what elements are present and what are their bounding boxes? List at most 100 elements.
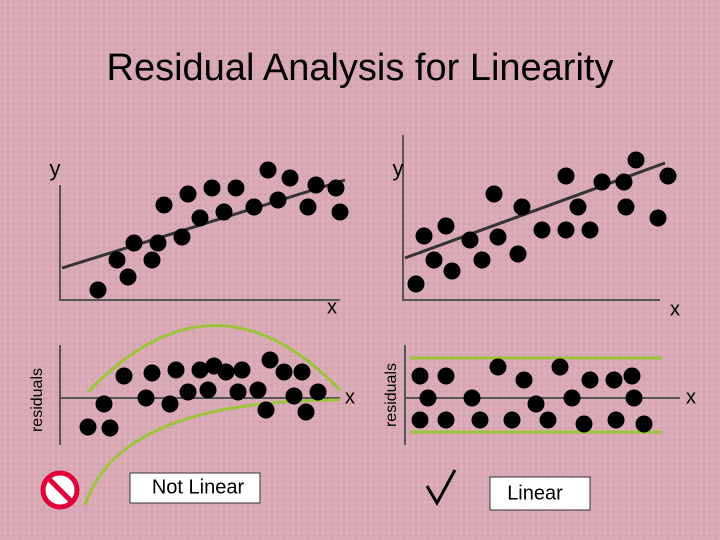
- points: [79, 151, 677, 437]
- point: [557, 167, 575, 185]
- curve-band: [86, 324, 342, 394]
- point: [513, 198, 531, 216]
- point: [155, 196, 173, 214]
- point: [257, 401, 275, 419]
- point: [411, 367, 429, 385]
- point: [527, 395, 545, 413]
- point: [425, 251, 443, 269]
- point: [217, 363, 235, 381]
- point: [411, 411, 429, 429]
- point: [179, 185, 197, 203]
- axis: [59, 185, 340, 301]
- verdict-box: [489, 476, 591, 511]
- point: [119, 268, 137, 286]
- no-icon: [46, 476, 74, 504]
- point: [95, 395, 113, 413]
- point: [551, 358, 569, 376]
- point: [627, 151, 645, 169]
- point: [108, 251, 126, 269]
- point: [569, 198, 587, 216]
- y-label: residuals: [383, 363, 400, 427]
- point: [179, 383, 197, 401]
- point: [229, 383, 247, 401]
- point: [635, 415, 653, 433]
- point: [509, 245, 527, 263]
- point: [275, 363, 293, 381]
- point: [419, 389, 437, 407]
- point: [101, 419, 119, 437]
- point: [245, 198, 263, 216]
- point: [605, 371, 623, 389]
- point: [233, 361, 251, 379]
- point: [89, 281, 107, 299]
- point: [623, 367, 641, 385]
- point: [607, 411, 625, 429]
- axis: [402, 135, 660, 301]
- y-label: y: [393, 156, 404, 181]
- point: [533, 221, 551, 239]
- point: [489, 228, 507, 246]
- point: [307, 176, 325, 194]
- point: [269, 191, 287, 209]
- x-label: x: [327, 296, 337, 318]
- point: [143, 364, 161, 382]
- y-label: residuals: [29, 368, 46, 432]
- point: [331, 203, 349, 221]
- point: [297, 403, 315, 421]
- check-icon: [425, 469, 457, 507]
- point: [581, 221, 599, 239]
- point: [625, 389, 643, 407]
- point: [563, 389, 581, 407]
- point: [515, 371, 533, 389]
- point: [473, 251, 491, 269]
- point: [615, 173, 633, 191]
- point: [309, 383, 327, 401]
- point: [199, 381, 217, 399]
- point: [167, 361, 185, 379]
- verdict-box: [129, 472, 261, 504]
- point: [649, 209, 667, 227]
- point: [259, 161, 277, 179]
- point: [285, 387, 303, 405]
- point: [461, 231, 479, 249]
- x-label: x: [345, 386, 355, 408]
- point: [407, 275, 425, 293]
- point: [485, 185, 503, 203]
- point: [261, 351, 279, 369]
- verdict: Linear: [507, 482, 563, 504]
- point: [539, 411, 557, 429]
- curve-band: [83, 398, 341, 506]
- point: [203, 179, 221, 197]
- verdict: Not Linear: [152, 476, 245, 498]
- point: [173, 228, 191, 246]
- point: [581, 371, 599, 389]
- point: [115, 367, 133, 385]
- point: [143, 251, 161, 269]
- point: [437, 367, 455, 385]
- point: [299, 198, 317, 216]
- point: [137, 389, 155, 407]
- point: [659, 167, 677, 185]
- point: [191, 209, 209, 227]
- point: [503, 411, 521, 429]
- point: [593, 173, 611, 191]
- point: [415, 227, 433, 245]
- point: [463, 389, 481, 407]
- title: Residual Analysis for Linearity: [107, 47, 614, 89]
- point: [125, 234, 143, 252]
- point: [79, 418, 97, 436]
- point: [293, 363, 311, 381]
- point: [437, 217, 455, 235]
- point: [617, 198, 635, 216]
- point: [281, 169, 299, 187]
- y-label: y: [50, 156, 61, 181]
- x-label: x: [670, 298, 680, 320]
- point: [149, 234, 167, 252]
- point: [249, 381, 267, 399]
- point: [443, 262, 461, 280]
- point: [575, 415, 593, 433]
- point: [471, 411, 489, 429]
- point: [327, 179, 345, 197]
